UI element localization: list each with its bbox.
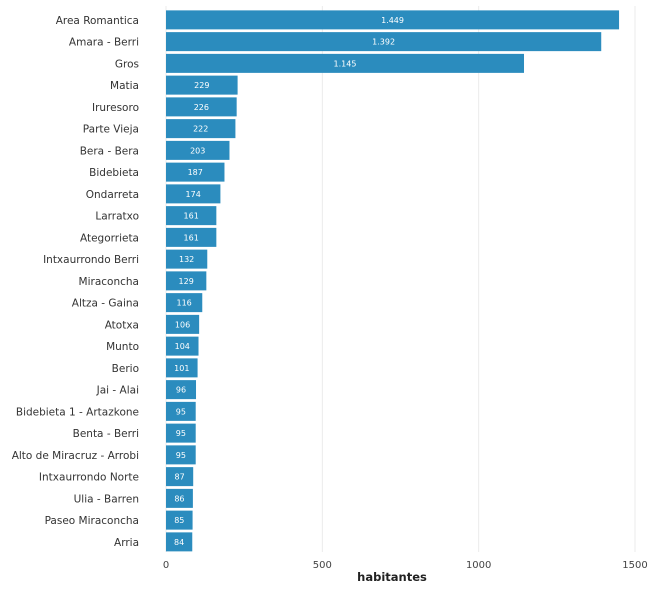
x-tick-label: 500: [313, 560, 332, 571]
bar: [166, 488, 193, 508]
bar: [166, 445, 196, 465]
category-label: Intxaurrondo Norte: [39, 472, 139, 484]
category-label: Atotxa: [105, 319, 139, 331]
category-label: Gros: [115, 58, 139, 70]
bars: 1.449 1.392 1.145 229 226 222 203 187 174 161 161 1…: [166, 10, 620, 552]
category-label: Parte Vieja: [83, 124, 139, 136]
x-axis-ticks: 0 500 1000 1500: [163, 560, 648, 571]
bar-value-label: 84: [174, 538, 184, 547]
bar: [166, 401, 196, 421]
bar-value-label: 1.145: [334, 59, 357, 68]
bar-value-label: 229: [194, 81, 209, 90]
bar: [166, 314, 200, 334]
category-label: Iruresoro: [92, 102, 139, 114]
category-label: Arria: [114, 537, 139, 549]
bar-value-label: 86: [174, 494, 184, 503]
bar-value-label: 96: [176, 386, 186, 395]
bar-value-label: 104: [175, 342, 190, 351]
bar: [166, 467, 194, 487]
bar: [166, 184, 221, 204]
bar: [166, 75, 238, 95]
bar: [166, 532, 193, 552]
category-label: Larratxo: [95, 211, 139, 223]
bar-value-label: 161: [184, 212, 199, 221]
category-label: Bidebieta 1 - Artazkone: [16, 406, 139, 418]
bar: [166, 423, 196, 443]
category-label: Munto: [106, 341, 139, 353]
category-label: Ulia - Barren: [74, 493, 139, 505]
category-label: Paseo Miraconcha: [45, 515, 139, 527]
category-label: Ategorrieta: [80, 232, 139, 244]
bar-value-label: 101: [174, 364, 189, 373]
bar-value-label: 95: [176, 451, 186, 460]
category-label: Intxaurrondo Berri: [43, 254, 139, 266]
x-tick-label: 1500: [622, 560, 647, 571]
category-label: Bidebieta: [89, 167, 139, 179]
bar-value-label: 129: [179, 277, 194, 286]
x-tick-label: 0: [163, 560, 169, 571]
category-label: Bera - Bera: [80, 145, 139, 157]
bar-value-label: 132: [179, 255, 194, 264]
category-label: Area Romantica: [56, 15, 139, 27]
bar-value-label: 1.449: [381, 16, 404, 25]
category-label: Jai - Alai: [96, 385, 139, 397]
bar-value-label: 85: [174, 516, 184, 525]
bar: [166, 510, 193, 530]
bar: [166, 358, 198, 378]
bar-value-label: 161: [184, 233, 199, 242]
bar: [166, 336, 199, 356]
bar: [166, 140, 230, 160]
bar-value-label: 203: [190, 146, 205, 155]
bar: [166, 119, 236, 139]
category-label: Benta - Berri: [73, 428, 139, 440]
bar-value-label: 222: [193, 125, 208, 134]
x-tick-label: 1000: [466, 560, 491, 571]
bar: [166, 53, 525, 73]
bar: [166, 293, 203, 313]
bar-value-label: 95: [176, 429, 186, 438]
bar: [166, 32, 602, 52]
category-label: Matia: [110, 80, 139, 92]
bar: [166, 249, 208, 269]
bar-value-label: 187: [188, 168, 203, 177]
bar: [166, 380, 197, 400]
bar: [166, 227, 217, 247]
category-labels: Area Romantica Amara - Berri Gros Matia Irur…: [12, 15, 139, 549]
bar-value-label: 95: [176, 407, 186, 416]
bar-value-label: 226: [194, 103, 209, 112]
category-label: Berio: [112, 363, 139, 375]
category-label: Miraconcha: [79, 276, 139, 288]
bar: [166, 10, 620, 30]
bar-value-label: 116: [176, 299, 191, 308]
bar: [166, 271, 207, 291]
bar: [166, 162, 225, 182]
bar-value-label: 87: [175, 473, 185, 482]
bar-value-label: 1.392: [372, 38, 395, 47]
category-label: Altza - Gaina: [72, 298, 139, 310]
category-label: Ondarreta: [86, 189, 139, 201]
bar: [166, 97, 237, 117]
category-label: Amara - Berri: [69, 37, 139, 49]
bar-value-label: 174: [186, 190, 201, 199]
bar: [166, 206, 217, 226]
x-axis-title: habitantes: [357, 570, 427, 584]
category-label: Alto de Miracruz - Arrobi: [12, 450, 139, 462]
bar-value-label: 106: [175, 320, 190, 329]
